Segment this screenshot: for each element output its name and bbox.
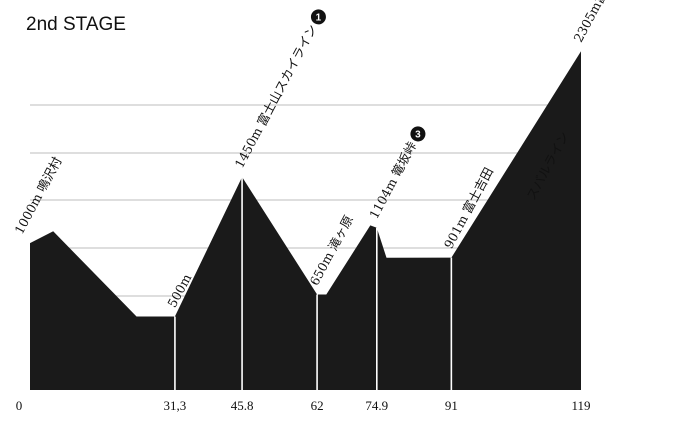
x-tick-label: 62 [311,398,324,413]
point-label-group: 2305m富士五合F [570,0,627,45]
point-label: 2305m富士五合 [570,0,627,45]
climb-marker-label: 3 [415,129,421,140]
x-tick-label: 91 [445,398,458,413]
elevation-area-shape [30,51,581,391]
climb-marker-icon [410,126,426,142]
x-tick-label: 31,3 [164,398,187,413]
stage-title: 2nd STAGE [26,14,126,35]
point-label: 1104m 篭坂峠 [366,139,419,221]
climb-marker-label: 1 [316,12,322,23]
km-marker-lines [174,176,453,390]
point-label: 1000m 鳴沢村 [11,154,64,237]
climb-marker-icon [310,9,326,25]
x-tick-label: 119 [571,398,590,413]
x-axis-ticks: 0 31,3 45.8 62 74.9 91 119 [16,398,591,413]
x-tick-label: 74.9 [365,398,388,413]
x-tick-label: 45.8 [231,398,254,413]
point-label-group: 1000m 鳴沢村 [11,154,64,237]
elevation-area [30,51,581,391]
point-label: 1450m 富士山スカイライン [232,22,320,170]
x-tick-label: 0 [16,398,23,413]
